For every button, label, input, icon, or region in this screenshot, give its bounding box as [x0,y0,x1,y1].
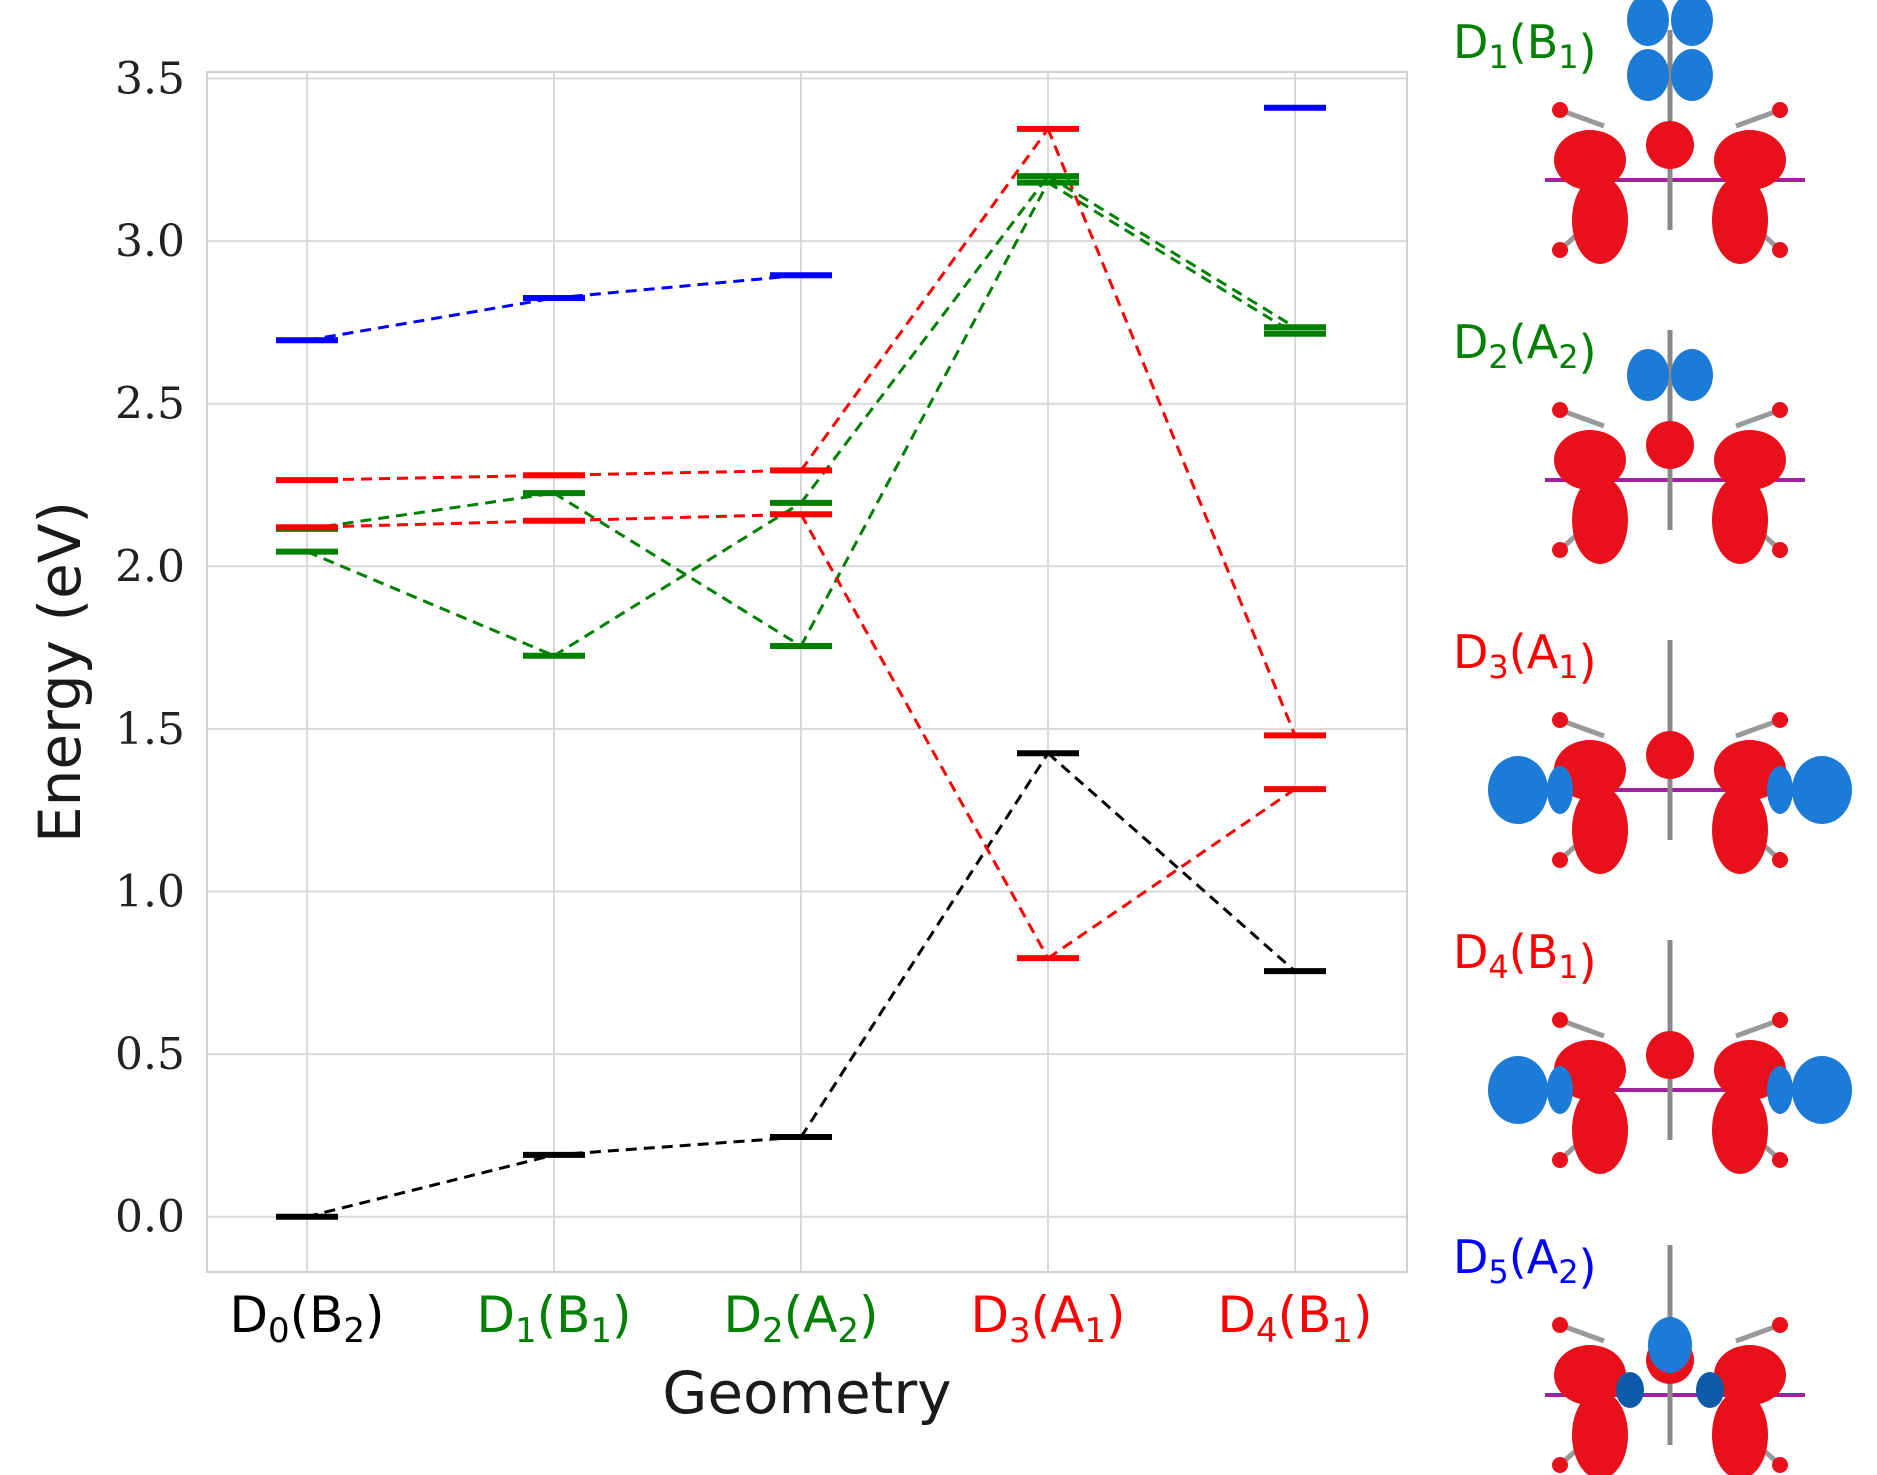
connector-line [1047,174,1296,329]
orbital-label: D4(B1) [1453,925,1597,989]
connector-line [553,273,802,300]
x-tick-label: D4​(B1​) [1217,1286,1372,1351]
connector-line [306,1153,555,1219]
state-connectors [306,128,1297,1219]
connector-line [1047,787,1296,960]
connector-line [799,175,1050,504]
x-tick-labels: D0​(B2​) D1​(B1​) D2​(A2​) D3​(A1​) D4​(B1​) [229,1286,1372,1351]
connector-line [1046,128,1297,736]
y-tick-label: 1.5 [115,704,185,755]
x-tick-label: D0​(B2​) [229,1286,384,1351]
connector-line [553,491,802,648]
y-axis-title: Energy (eV) [26,501,94,843]
molecule-isosurface [1488,640,1852,874]
y-tick-label: 1.0 [115,867,185,918]
orbital-label: D2(A2) [1453,315,1597,379]
connector-line [553,501,802,658]
connector-line [306,550,555,658]
orbital-panel: D1(B1) D2(A2) D3(A1) D4(B1) D5(A2) [1453,0,1852,1475]
y-tick-label: 3.0 [115,216,185,267]
connector-line [799,752,1050,1138]
y-tick-label: 0.0 [115,1192,185,1243]
plot-frame [206,71,1408,1273]
connector-line [306,491,555,531]
y-tick-label: 2.0 [115,541,185,592]
connector-line [799,513,1050,959]
orbital-panel-item: D1(B1) [1453,0,1805,264]
connector-line [306,519,555,529]
connector-line [1047,752,1296,973]
y-tick-label: 2.5 [115,379,185,430]
x-tick-label: D3​(A1​) [970,1286,1125,1351]
connector-line [553,512,802,523]
x-tick-label: D1​(B1​) [476,1286,631,1351]
molecule-isosurface [1545,1245,1805,1475]
orbital-panel-item: D3(A1) [1453,625,1852,874]
energy-levels [276,104,1326,1220]
y-tick-label: 0.5 [115,1029,185,1080]
connector-line [553,1135,802,1157]
grid [207,72,1407,1272]
connector-line [306,296,555,342]
y-tick-labels: 0.0 0.5 1.0 1.5 2.0 2.5 3.0 3.5 [115,54,185,1243]
connector-line [799,128,1050,472]
molecule-isosurface [1545,330,1805,564]
x-axis-title: Geometry [662,1359,951,1427]
x-tick-label: D2​(A2​) [723,1286,878,1351]
orbital-panel-item: D2(A2) [1453,315,1805,564]
molecule-isosurface [1545,0,1805,264]
orbital-panel-item: D4(B1) [1453,925,1852,1174]
connector-line [553,468,802,477]
molecule-isosurface [1488,940,1852,1174]
orbital-label: D1(B1) [1453,15,1597,79]
orbital-panel-item: D5(A2) [1453,1230,1805,1475]
connector-line [1047,181,1296,336]
connector-line [799,181,1050,647]
orbital-label: D5(A2) [1453,1230,1597,1294]
connector-line [306,473,555,482]
orbital-label: D3(A1) [1453,625,1597,689]
y-tick-label: 3.5 [115,54,185,105]
